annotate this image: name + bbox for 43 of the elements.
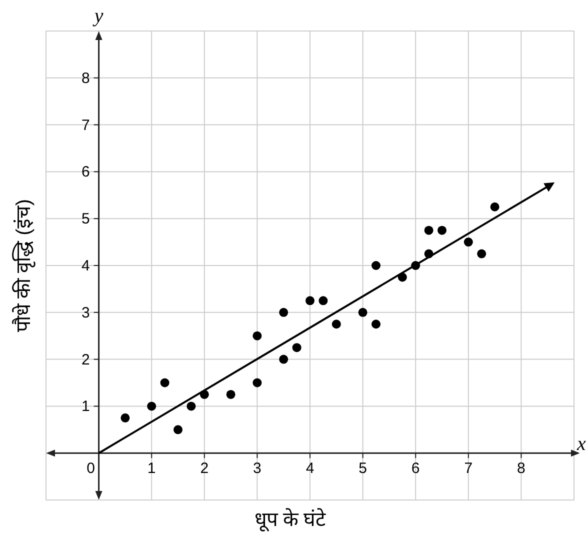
- text: y: [92, 5, 104, 27]
- y-tick-label: 2: [81, 351, 90, 368]
- point: [464, 238, 473, 247]
- x-tick-label: 5: [358, 460, 367, 478]
- point: [306, 296, 314, 306]
- point: [438, 226, 446, 235]
- point: [120, 413, 130, 422]
- point: [424, 226, 434, 235]
- point: [292, 343, 302, 352]
- y-axis-title: पौधे की वृद्धि (इंच): [12, 199, 36, 332]
- y-tick-label: 1: [81, 398, 90, 416]
- point: [279, 308, 288, 317]
- y-tick-label: 7: [81, 116, 90, 134]
- x-tick-label: 2: [200, 460, 209, 478]
- x-axis-title: धूप के घंटे: [254, 508, 327, 532]
- y-tick-label: 3: [81, 304, 90, 322]
- point: [318, 296, 328, 306]
- y-tick-label: 6: [81, 164, 90, 181]
- point: [147, 402, 156, 411]
- point: [477, 249, 486, 258]
- x-tick-label: 3: [253, 460, 262, 478]
- point: [226, 390, 236, 399]
- x-tick-label: 7: [464, 460, 473, 478]
- point: [186, 402, 196, 411]
- x-tick-label: 4: [306, 460, 314, 478]
- text: x: [576, 433, 586, 456]
- x-tick-label: 6: [411, 460, 420, 478]
- y-tick-label: 4: [81, 258, 90, 274]
- point: [332, 320, 341, 329]
- x-tick-label: 1: [147, 460, 156, 478]
- point: [372, 261, 380, 270]
- y-tick-label: 8: [81, 70, 90, 87]
- x-tick-label: 8: [517, 460, 526, 478]
- point: [174, 425, 182, 434]
- point: [252, 378, 262, 388]
- point: [490, 202, 500, 212]
- point: [160, 378, 170, 388]
- point: [358, 308, 368, 317]
- x-tick-label: 0: [86, 460, 95, 478]
- point: [279, 354, 288, 364]
- y-tick-label: 5: [81, 210, 90, 228]
- point: [372, 320, 380, 329]
- point: [252, 331, 262, 340]
